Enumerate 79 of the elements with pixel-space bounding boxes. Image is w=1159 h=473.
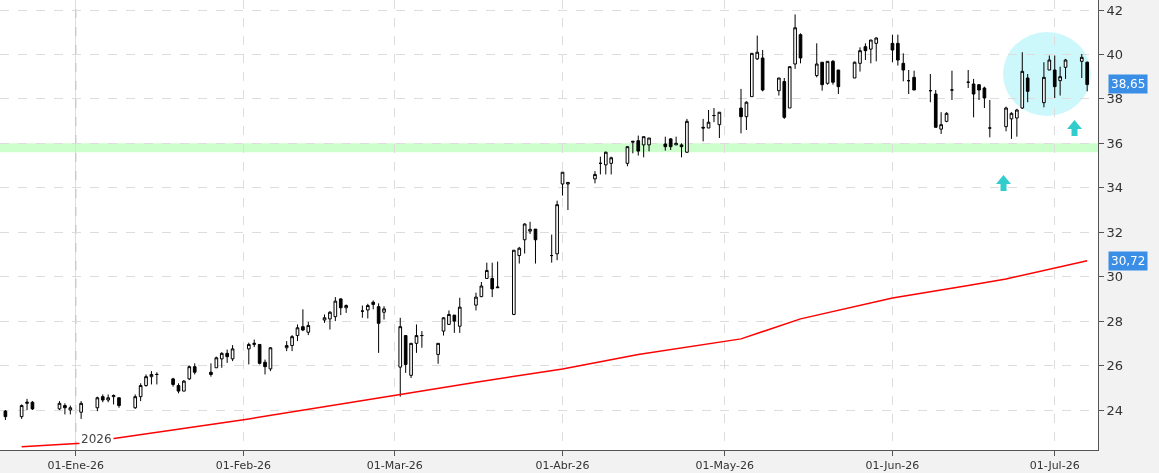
candlestick <box>209 362 213 378</box>
candlestick <box>663 136 668 152</box>
y-tick-label: 34 <box>1106 180 1124 196</box>
candlestick <box>625 146 630 167</box>
x-tick-label: 01-Ene-26 <box>47 459 105 473</box>
ref-line-label: 2026 <box>81 432 112 446</box>
candlestick <box>495 261 500 289</box>
candlestick <box>598 156 603 175</box>
candlestick <box>533 228 538 265</box>
candlestick <box>182 379 186 392</box>
candlestick <box>906 69 911 95</box>
candlestick <box>760 49 765 92</box>
candlestick <box>787 66 792 109</box>
candlestick <box>365 303 370 319</box>
candlestick <box>1020 51 1025 110</box>
candlestick <box>706 109 711 129</box>
candlestick <box>701 118 705 142</box>
x-tick-label: 01-Feb-26 <box>215 459 272 473</box>
y-tick-label: 26 <box>1106 358 1124 374</box>
x-tick-label: 01-Jul-26 <box>1029 459 1080 473</box>
x-tick-label: 01-May-26 <box>695 459 755 473</box>
candlestick <box>1025 73 1030 103</box>
candlestick <box>717 111 722 139</box>
candlestick <box>896 34 900 67</box>
y-tick-label: 32 <box>1106 224 1124 240</box>
candlestick <box>436 342 440 365</box>
candlestick <box>360 305 365 319</box>
candlestick <box>187 365 192 381</box>
candlestick <box>95 396 100 412</box>
candlestick <box>793 13 797 70</box>
candlestick <box>912 70 916 91</box>
x-tick-label: 01-Abr-26 <box>535 459 590 473</box>
candlestick <box>420 330 424 349</box>
candlestick <box>457 297 462 334</box>
candlestick <box>117 397 121 409</box>
candlestick <box>371 299 376 310</box>
candlestick <box>901 52 906 82</box>
candlestick <box>679 142 684 158</box>
candlestick <box>1047 55 1052 71</box>
y-tick-label: 38 <box>1106 91 1124 107</box>
candlestick <box>155 371 159 385</box>
candlestick <box>133 393 138 410</box>
y-tick-label: 40 <box>1106 46 1124 62</box>
candlestick <box>295 323 300 342</box>
y-tick-label: 42 <box>1106 2 1124 18</box>
candlestick <box>230 344 235 362</box>
candlestick <box>1063 58 1068 80</box>
y-tick-label: 36 <box>1106 135 1124 151</box>
x-tick-label: 01-Jun-26 <box>865 459 920 473</box>
y-tick-label: 30 <box>1106 269 1124 285</box>
candlestick <box>176 382 181 394</box>
candlestick <box>192 362 197 375</box>
annotation: 38,65 <box>1111 77 1146 91</box>
line-series <box>20 259 1088 448</box>
candlestick <box>79 400 83 420</box>
candlestick <box>593 170 597 184</box>
candlestick <box>214 356 219 369</box>
y-tick-label: 24 <box>1106 402 1124 418</box>
candlestick <box>398 317 403 398</box>
candlestick <box>1015 108 1019 138</box>
annotation: 30,72 <box>1111 254 1146 268</box>
candlestick <box>3 409 8 421</box>
candlestick <box>988 99 992 138</box>
candlestick <box>1085 61 1090 92</box>
candlestick <box>549 234 554 264</box>
candlestick <box>1042 61 1046 108</box>
candlestick <box>555 200 559 261</box>
candlestick <box>685 118 689 154</box>
candlestick <box>1079 53 1084 79</box>
x-tick-label: 01-Mar-26 <box>366 459 423 473</box>
candlestick <box>19 403 24 420</box>
candlestick <box>966 69 971 89</box>
candlestick <box>944 111 949 123</box>
candlestick <box>111 393 116 405</box>
candlestick <box>414 323 419 354</box>
candlestick <box>890 34 895 63</box>
y-tick-label: 28 <box>1106 313 1124 329</box>
candlestick <box>171 377 175 388</box>
candlestick <box>928 73 933 103</box>
